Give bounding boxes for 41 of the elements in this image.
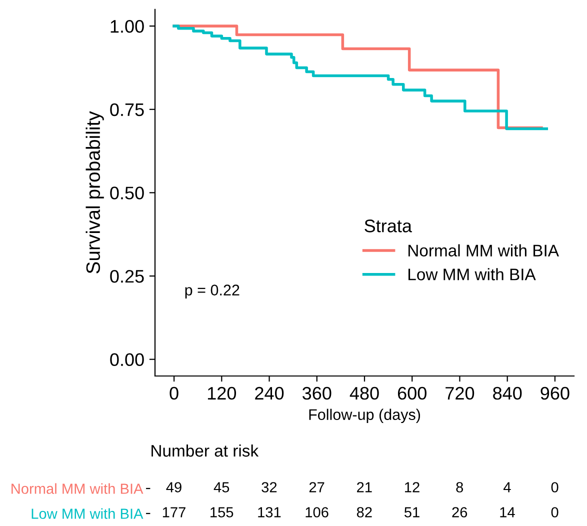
- annotation: p = 0.22: [185, 284, 240, 299]
- data-label: 0: [551, 482, 558, 492]
- data-label: 12: [405, 482, 420, 492]
- data-label: 8: [456, 482, 464, 492]
- data-label: 21: [357, 482, 372, 492]
- legend-title: Strata: [364, 220, 412, 232]
- x-tick-label: 720: [446, 386, 474, 400]
- y-axis-title: Survival probability: [86, 111, 104, 274]
- data-label: 32: [262, 482, 277, 492]
- x-tick-label: 240: [255, 386, 284, 400]
- y-tick-label: 0.00: [110, 353, 144, 366]
- data-label: 0: [551, 507, 558, 518]
- y-tick-label: 0.25: [110, 270, 144, 283]
- x-tick-label: 960: [540, 386, 570, 400]
- x-axis-title: Follow-up (days): [309, 408, 420, 424]
- data-label: 155: [210, 507, 234, 518]
- data-label: 14: [500, 507, 515, 518]
- x-tick-label: 0: [170, 386, 178, 400]
- y-tick-label: 0.50: [110, 186, 144, 200]
- data-label: 26: [452, 507, 468, 518]
- chart-title: Number at risk: [152, 444, 259, 457]
- x-tick-label: 120: [208, 386, 236, 400]
- data-label: 82: [356, 507, 372, 518]
- data-label: 27: [309, 482, 324, 492]
- data-label: 4: [503, 482, 511, 492]
- y-tick-label: 0.75: [110, 103, 144, 116]
- data-label: 177: [162, 507, 186, 518]
- data-label: 51: [404, 507, 420, 518]
- x-tick-label: 840: [493, 386, 522, 400]
- data-label: 49: [166, 482, 182, 492]
- x-tick-label: 360: [302, 386, 332, 400]
- data-label: 131: [258, 507, 281, 518]
- y-tick-label: Low MM with BIA: [32, 508, 144, 519]
- data-label: 106: [306, 507, 328, 518]
- legend-label: Low MM with BIA: [408, 268, 536, 280]
- data-label: 45: [214, 482, 230, 492]
- y-tick-label: 1.00: [110, 20, 144, 33]
- legend-label: Normal MM with BIA: [408, 244, 559, 256]
- x-tick-label: 600: [398, 386, 426, 400]
- x-tick-label: 480: [350, 386, 379, 400]
- y-tick-label: Normal MM with BIA: [12, 483, 144, 494]
